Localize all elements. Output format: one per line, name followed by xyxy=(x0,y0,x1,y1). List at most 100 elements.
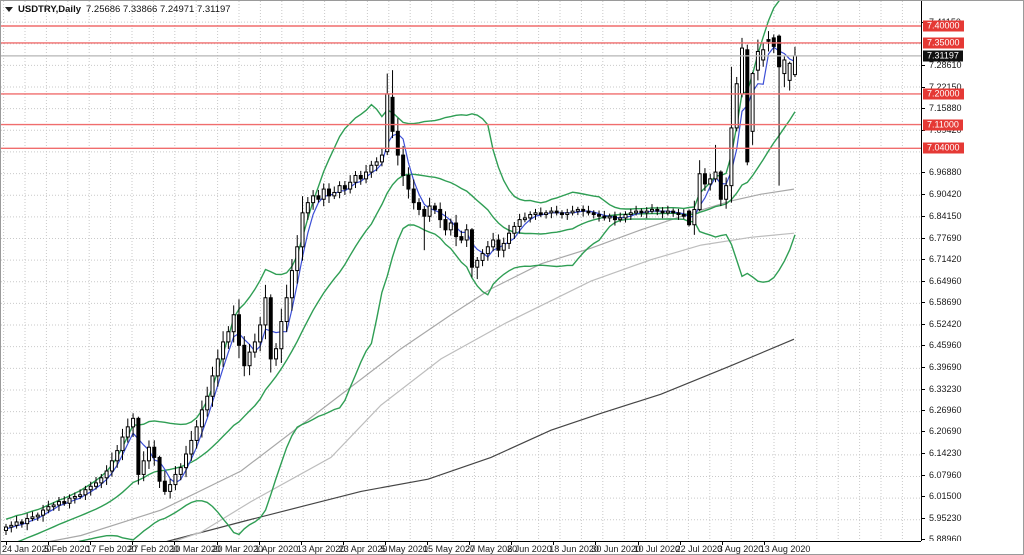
candle xyxy=(782,56,787,88)
candle xyxy=(94,476,99,490)
candle-body-up xyxy=(51,504,56,508)
candle xyxy=(226,326,231,349)
candle xyxy=(708,173,713,191)
price-axis-label: 6.26960 xyxy=(929,404,962,415)
candle-body-down xyxy=(342,185,347,190)
candle xyxy=(496,234,501,258)
candle xyxy=(305,197,310,220)
price-tick xyxy=(922,215,925,217)
candle-body-up xyxy=(321,188,326,200)
price-axis-label: 6.58690 xyxy=(929,297,962,308)
candle-body-down xyxy=(671,210,676,214)
candle-body-down xyxy=(162,480,167,492)
candle-body-down xyxy=(766,39,771,42)
candle-body-down xyxy=(660,210,665,214)
candle-body-up xyxy=(46,506,51,511)
price-tick xyxy=(922,517,925,519)
candle xyxy=(41,504,46,522)
candle-body-up xyxy=(115,450,120,462)
price-axis-label: 6.71420 xyxy=(929,253,962,264)
candle xyxy=(9,521,14,533)
candle xyxy=(321,183,326,207)
candle xyxy=(676,208,681,220)
candle-body-up xyxy=(109,460,114,472)
bollinger-middle-band xyxy=(17,111,796,541)
date-axis-label: 8 Jun 2020 xyxy=(507,544,552,554)
price-level-badge: 7.04000 xyxy=(923,142,964,154)
candlestick-chart[interactable] xyxy=(1,1,921,541)
candle xyxy=(109,452,114,477)
candle xyxy=(401,145,406,186)
price-axis-label: 6.07960 xyxy=(929,469,962,480)
candle xyxy=(62,496,67,506)
time-tick xyxy=(469,542,471,545)
axis-corner xyxy=(921,541,1023,554)
price-axis-label: 6.33230 xyxy=(929,383,962,394)
candle xyxy=(14,516,19,529)
date-axis-label: 30 Jun 2020 xyxy=(591,544,641,554)
candle-body-up xyxy=(491,239,496,248)
candle xyxy=(729,66,734,203)
candle xyxy=(522,212,527,223)
candle-body-up xyxy=(9,524,14,528)
candle xyxy=(655,206,660,216)
date-axis-label: 18 Jun 2020 xyxy=(549,544,599,554)
candle-body-up xyxy=(94,482,99,487)
candle-body-down xyxy=(19,521,24,525)
price-axis[interactable]: 7.411507.286107.221507.158807.094206.968… xyxy=(921,1,1023,544)
price-axis-label: 7.28610 xyxy=(929,59,962,70)
time-tick xyxy=(6,542,7,545)
candle xyxy=(597,210,602,222)
candle xyxy=(549,207,554,219)
candle xyxy=(67,494,72,509)
candle-body-up xyxy=(522,217,527,221)
candle-body-down xyxy=(417,202,422,210)
date-axis-label: 23 Apr 2020 xyxy=(338,544,388,554)
candle xyxy=(104,465,109,485)
candle xyxy=(623,211,628,223)
candle xyxy=(438,202,443,228)
candle-body-up xyxy=(385,93,390,153)
chart-expand-icon[interactable] xyxy=(5,7,13,12)
candle xyxy=(454,214,459,247)
time-tick xyxy=(763,542,765,545)
candle-body-up xyxy=(692,208,697,226)
candle-body-down xyxy=(316,195,321,200)
candle xyxy=(639,208,644,217)
candle xyxy=(448,218,453,236)
price-tick xyxy=(922,172,925,174)
time-tick xyxy=(384,542,386,545)
candle-body-up xyxy=(549,210,554,214)
candle-body-up xyxy=(544,212,549,216)
price-tick xyxy=(922,474,925,476)
time-axis[interactable]: 24 Jan 2020 5 Feb 2020 17 Feb 2020 27 Feb 2… xyxy=(1,541,921,554)
candle xyxy=(792,46,797,78)
date-axis-label: 13 Apr 2020 xyxy=(296,544,346,554)
price-axis-label: 6.90420 xyxy=(929,189,962,200)
candle-body-up xyxy=(740,47,745,95)
price-level-badge: 7.35000 xyxy=(923,37,964,49)
candle-body-up xyxy=(4,526,8,531)
candle xyxy=(766,31,771,52)
candle-body-down xyxy=(157,456,162,482)
time-tick xyxy=(174,542,176,545)
candle xyxy=(671,208,676,217)
candle xyxy=(342,181,347,196)
candle xyxy=(72,492,77,504)
candle-body-up xyxy=(284,297,289,323)
candle xyxy=(681,209,686,219)
chart-plot-area[interactable]: USDTRY,Daily 7.25686 7.33866 7.24971 7.3… xyxy=(1,1,921,541)
price-axis-label: 6.01500 xyxy=(929,491,962,502)
candle-body-up xyxy=(729,127,734,187)
candle xyxy=(115,445,120,468)
candle-body-down xyxy=(406,174,411,190)
candle xyxy=(417,198,422,216)
candle-body-up xyxy=(337,185,342,193)
candle xyxy=(268,294,273,373)
candle xyxy=(602,210,607,221)
candle xyxy=(575,206,580,216)
candle xyxy=(745,44,750,166)
candle xyxy=(46,500,51,514)
candle xyxy=(559,210,564,219)
candle-body-up xyxy=(274,348,279,360)
